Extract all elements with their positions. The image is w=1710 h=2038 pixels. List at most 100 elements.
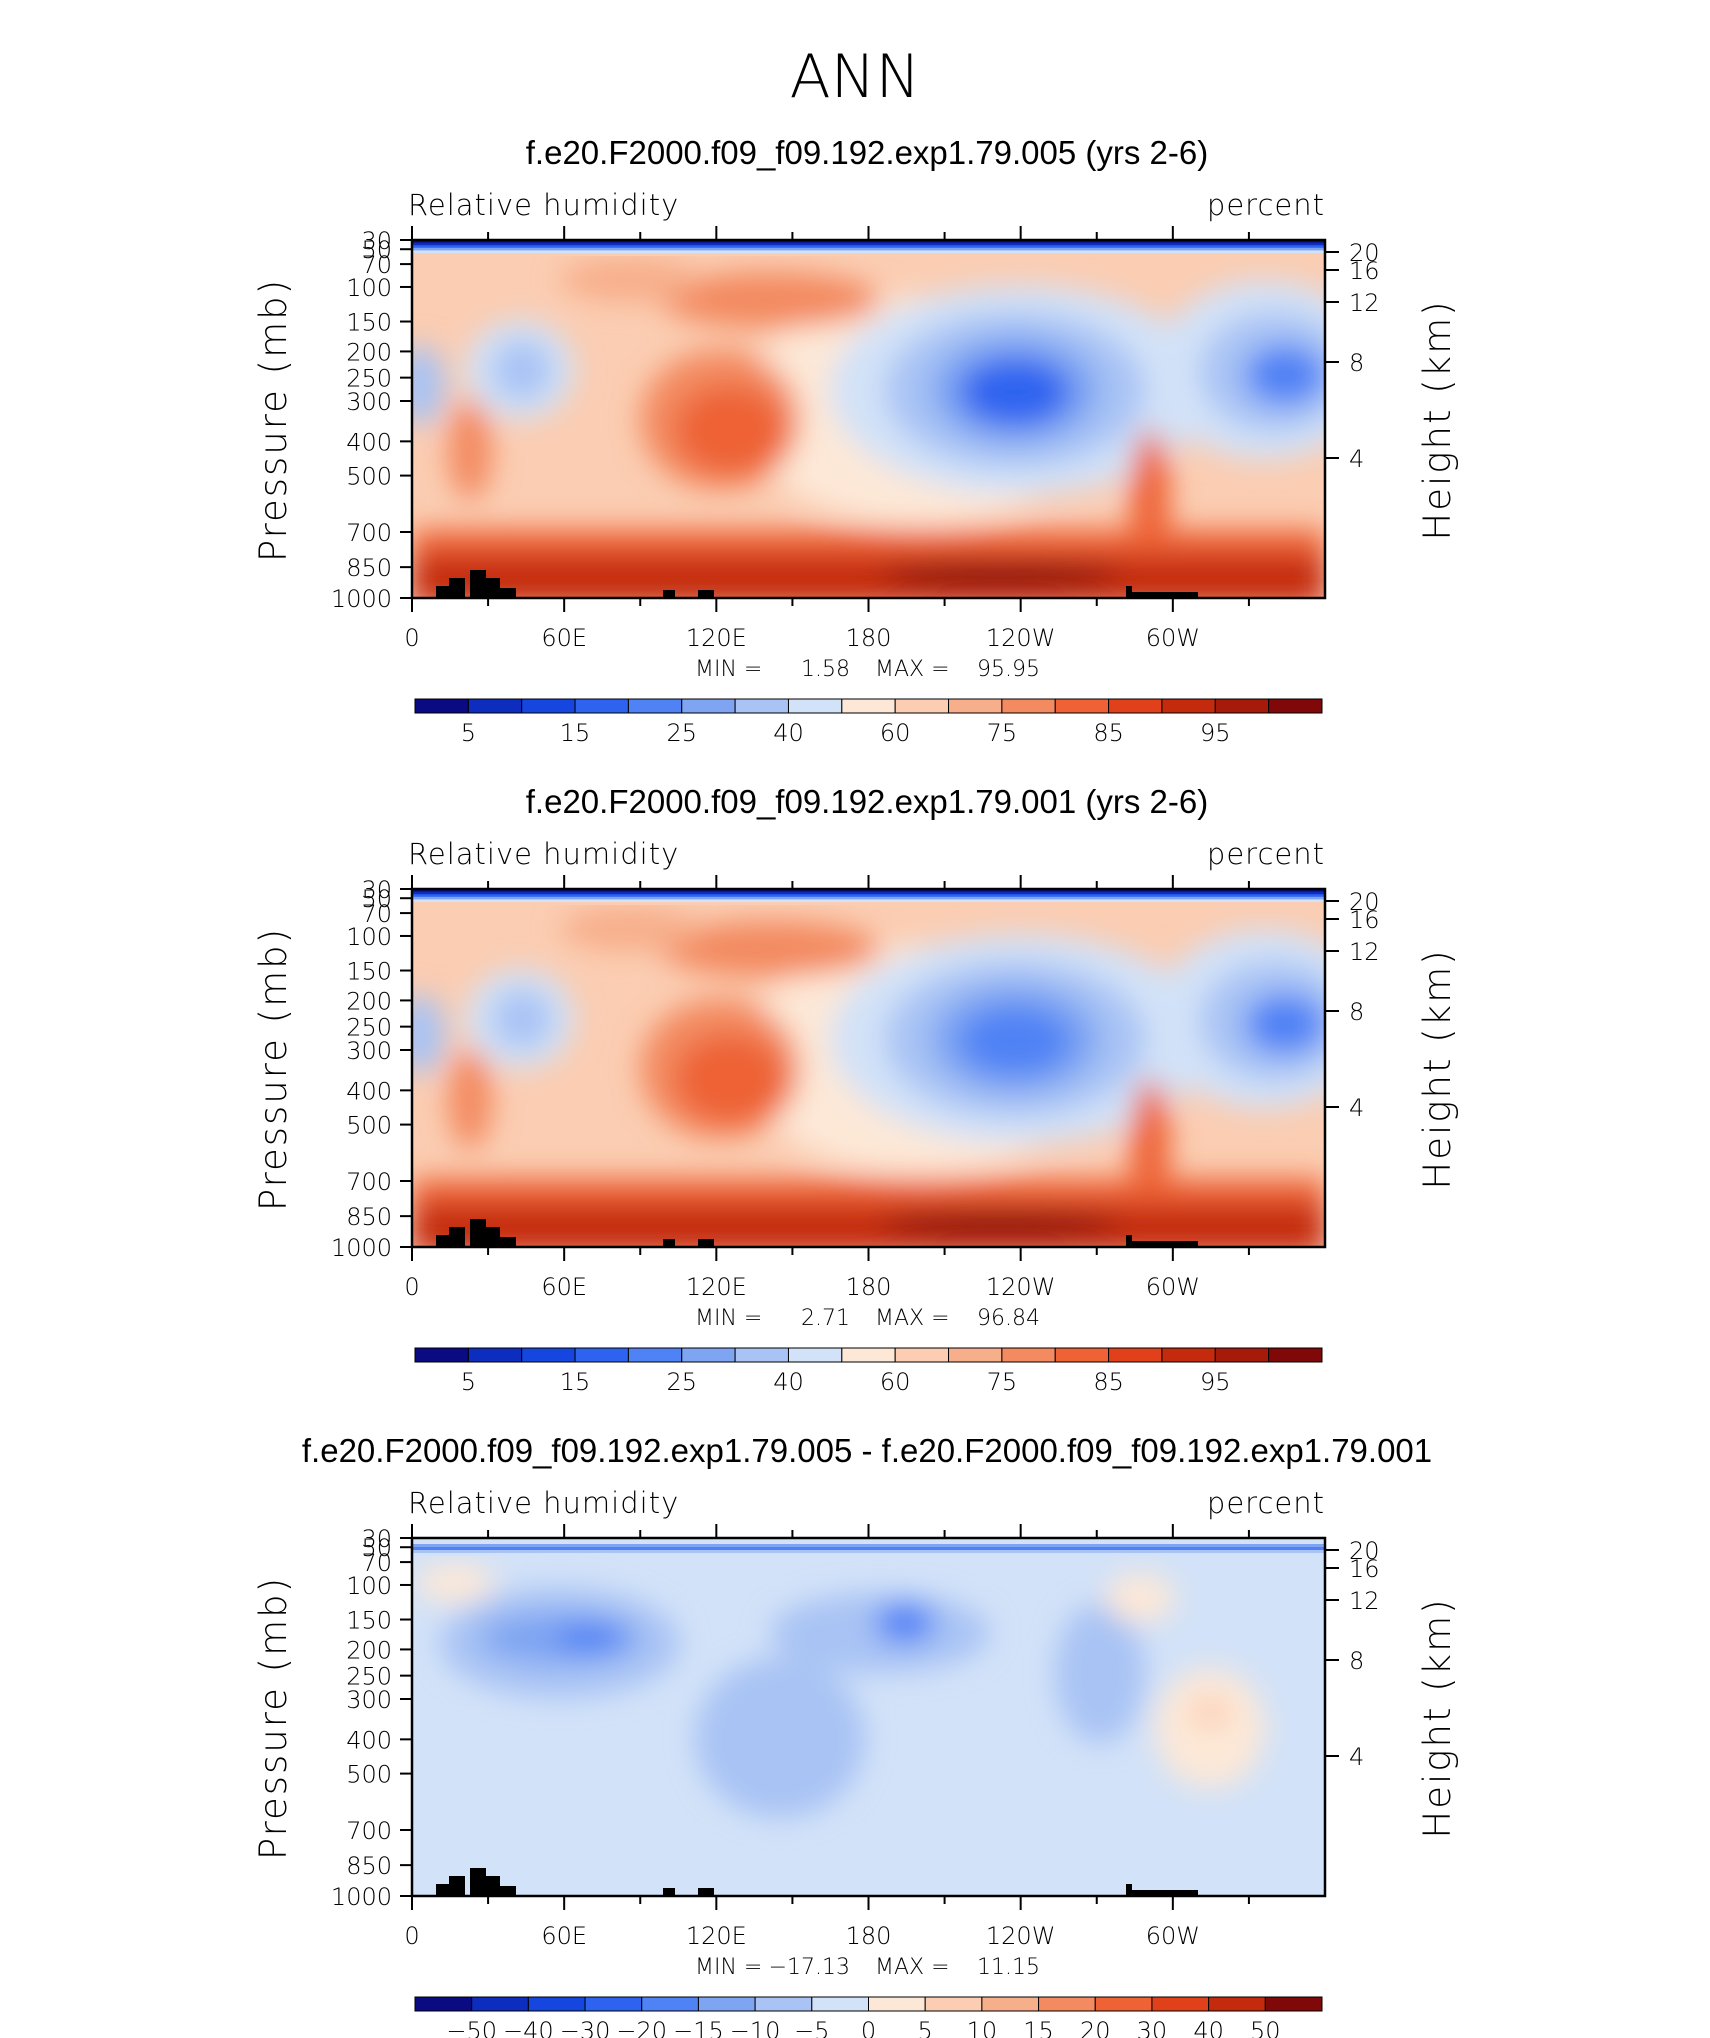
height-tick-label: 20	[1349, 888, 1380, 916]
panel-title: f.e20.F2000.f09_f09.192.exp1.79.005 (yrs…	[526, 134, 1208, 171]
y-tick-label: 100	[346, 274, 392, 302]
height-tick-label: 8	[1349, 998, 1364, 1026]
max-label: MAX =	[875, 1955, 950, 1980]
height-tick-label: 12	[1349, 938, 1380, 966]
y-tick-label: 30	[361, 876, 392, 904]
y-tick-label: 700	[346, 1817, 392, 1845]
colorbar-swatch	[1214, 1347, 1270, 1363]
colorbar-swatch	[1214, 698, 1270, 714]
y-tick-label: 150	[346, 309, 392, 337]
colorbar-label: 15	[1023, 2017, 1054, 2038]
max-label: MAX =	[875, 657, 950, 682]
colorbar-label: 95	[1200, 1368, 1231, 1396]
y-tick-label: 300	[346, 1037, 392, 1065]
colorbar-swatch	[734, 698, 789, 714]
colorbar-label: 25	[666, 719, 697, 747]
colorbar-swatch	[1161, 698, 1216, 714]
max-value: 11.15	[977, 1955, 1040, 1980]
panel-3: 0 60E 120E 180 120W 60W3050701001502002503004…	[252, 1432, 1459, 2038]
colorbar-swatch	[1054, 698, 1110, 714]
x-tick-label: 120E	[686, 1922, 747, 1950]
height-tick-label: 4	[1349, 1743, 1364, 1771]
colorbar-swatch	[527, 1996, 586, 2012]
colorbar-label: 15	[560, 1368, 591, 1396]
y-axis-right-label: Height (km)	[1416, 948, 1459, 1189]
colorbar-swatch	[787, 698, 843, 714]
x-tick-label: 180	[846, 1922, 892, 1950]
colorbar-swatch	[574, 1347, 629, 1363]
colorbar-swatch	[414, 698, 469, 714]
y-tick-label: 700	[346, 1168, 392, 1196]
colorbar-label: 0	[861, 2017, 876, 2038]
min-value: −17.13	[769, 1955, 850, 1980]
max-value: 95.95	[977, 657, 1040, 682]
x-tick-label: 180	[846, 624, 892, 652]
variable-label: Relative humidity	[408, 837, 679, 871]
colorbar-swatch	[641, 1996, 699, 2012]
x-tick-label: 120E	[686, 1273, 747, 1301]
colorbar-swatch	[811, 1996, 869, 2012]
y-tick-label: 250	[346, 365, 392, 393]
height-tick-label: 4	[1349, 445, 1364, 473]
colorbar-swatch	[1108, 1347, 1163, 1363]
y-tick-label: 500	[346, 1761, 392, 1789]
height-tick-label: 12	[1349, 289, 1380, 317]
colorbar-swatch	[471, 1996, 529, 2012]
y-tick-label: 250	[346, 1014, 392, 1042]
y-tick-label: 70	[361, 251, 392, 279]
colorbar-label: 5	[461, 719, 476, 747]
variable-label: Relative humidity	[408, 1486, 679, 1520]
colorbar-swatch	[414, 1347, 469, 1363]
colorbar-swatch	[787, 1347, 843, 1363]
height-tick-label: 16	[1349, 1555, 1380, 1583]
y-tick-label: 1000	[331, 1883, 392, 1911]
y-tick-label: 150	[346, 1607, 392, 1635]
colorbar-swatch	[734, 1347, 789, 1363]
x-tick-label: 0	[404, 624, 419, 652]
y-tick-label: 50	[361, 885, 392, 913]
panel-title: f.e20.F2000.f09_f09.192.exp1.79.005 - f.…	[302, 1432, 1432, 1469]
colorbar-label: 50	[1250, 2017, 1281, 2038]
x-tick-label: 120W	[986, 1273, 1056, 1301]
units-label: percent	[1207, 1486, 1325, 1520]
colorbar-swatch	[924, 1996, 983, 2012]
y-tick-label: 300	[346, 388, 392, 416]
x-tick-label: 60W	[1146, 624, 1200, 652]
colorbar-swatch	[1151, 1996, 1210, 2012]
colorbar-swatch	[584, 1996, 643, 2012]
colorbar-swatch	[1108, 698, 1163, 714]
colorbar-swatch	[1001, 698, 1056, 714]
colorbar-label: −15	[673, 2017, 724, 2038]
height-tick-label: 4	[1349, 1094, 1364, 1122]
colorbar-label: 85	[1093, 1368, 1124, 1396]
topography	[436, 570, 1198, 598]
colorbar-swatch	[467, 1347, 523, 1363]
colorbar-swatch	[467, 698, 523, 714]
height-tick-label: 8	[1349, 349, 1364, 377]
x-tick-label: 120W	[986, 1922, 1056, 1950]
x-tick-label: 60W	[1146, 1273, 1200, 1301]
colorbar-label: 20	[1080, 2017, 1111, 2038]
y-tick-label: 100	[346, 923, 392, 951]
y-tick-label: 150	[346, 958, 392, 986]
colorbar-swatch	[1054, 1347, 1110, 1363]
y-tick-label: 400	[346, 1077, 392, 1105]
x-tick-label: 60W	[1146, 1922, 1200, 1950]
colorbar-swatch	[521, 1347, 576, 1363]
colorbar-swatch	[841, 1347, 896, 1363]
colorbar-label: 85	[1093, 719, 1124, 747]
colorbar-swatch	[868, 1996, 926, 2012]
colorbar-label: −50	[446, 2017, 497, 2038]
y-tick-label: 400	[346, 428, 392, 456]
min-label: MIN =	[695, 657, 762, 682]
y-tick-label: 300	[346, 1686, 392, 1714]
colorbar-label: −20	[616, 2017, 667, 2038]
colorbar-swatch	[894, 698, 950, 714]
height-tick-label: 16	[1349, 906, 1380, 934]
colorbar-swatch	[1268, 1347, 1323, 1363]
x-tick-label: 120E	[686, 624, 747, 652]
colorbar-swatch	[681, 1347, 736, 1363]
topography	[436, 1868, 1198, 1896]
y-tick-label: 50	[361, 1534, 392, 1562]
